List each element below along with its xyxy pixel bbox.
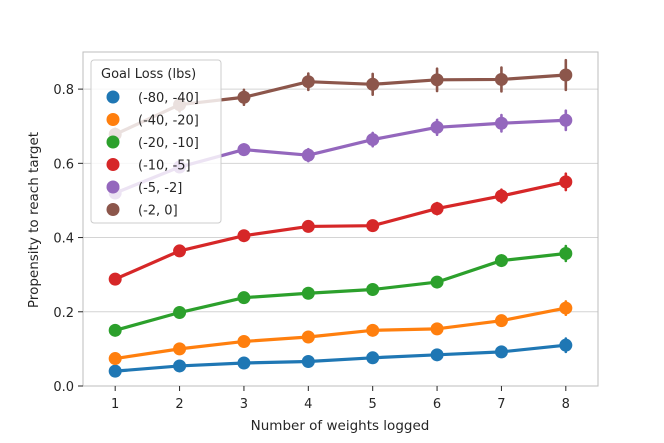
data-point: [430, 73, 444, 87]
data-point: [301, 355, 315, 369]
data-point: [366, 133, 380, 147]
data-point: [301, 148, 315, 162]
x-axis-label: Number of weights logged: [251, 418, 430, 434]
data-point: [559, 338, 573, 352]
legend-label: (-80, -40]: [138, 91, 199, 106]
x-tick-label: 5: [369, 397, 377, 412]
data-point: [366, 351, 380, 365]
x-tick-label: 2: [175, 397, 183, 412]
x-tick-label: 1: [111, 397, 119, 412]
legend-marker: [106, 113, 120, 126]
data-point: [430, 202, 444, 216]
data-point: [173, 342, 187, 356]
x-tick-label: 4: [304, 397, 312, 412]
legend-marker: [106, 180, 120, 194]
series-line: [115, 343, 566, 373]
plot-area-border: [82, 51, 599, 387]
y-tick-label: 0.4: [53, 232, 74, 247]
data-point: [108, 352, 122, 366]
series-1: [108, 300, 573, 366]
data-point: [494, 254, 508, 268]
data-point: [559, 113, 573, 127]
legend-marker: [106, 158, 120, 171]
series-2: [108, 244, 573, 337]
data-point: [494, 72, 508, 86]
y-tick-label: 0.0: [53, 380, 74, 395]
data-point: [494, 345, 508, 359]
legend-title: Goal Loss (lbs): [101, 67, 196, 82]
series-line: [114, 251, 566, 332]
legend-box: [90, 59, 222, 224]
legend: Goal Loss (lbs) (-80, -40] (-40, -20] (-20,…: [90, 59, 222, 224]
data-point: [559, 175, 573, 189]
data-point: [366, 283, 380, 297]
series-line: [114, 180, 567, 281]
data-point: [301, 286, 315, 300]
data-point: [366, 77, 380, 91]
data-point: [430, 348, 444, 362]
data-point: [366, 219, 380, 233]
data-point: [430, 275, 444, 289]
legend-marker: [106, 135, 120, 149]
data-point: [430, 120, 444, 134]
data-point: [108, 272, 122, 286]
y-tick-label: 0.2: [53, 306, 74, 321]
legend-label: (-10, -5]: [138, 159, 191, 174]
data-point: [301, 219, 315, 233]
data-point: [559, 68, 573, 82]
data-point: [237, 229, 251, 243]
data-point: [237, 291, 251, 305]
x-axis-ticks: 1 2 3 4 5 6 7 8: [111, 386, 570, 412]
x-tick-label: 6: [433, 397, 441, 412]
legend-label: (-5, -2]: [138, 181, 182, 196]
y-axis-ticks: 0.0 0.2 0.4 0.6 0.8: [53, 83, 83, 395]
data-point: [494, 314, 508, 328]
x-tick-label: 3: [240, 397, 248, 412]
data-point: [173, 306, 187, 320]
series-line: [114, 306, 567, 361]
data-point: [494, 189, 508, 203]
legend-label: (-40, -20]: [138, 114, 199, 129]
data-point: [173, 244, 187, 258]
data-point: [494, 116, 508, 130]
data-point: [108, 323, 122, 337]
x-tick-label: 7: [497, 397, 505, 412]
data-point: [559, 301, 573, 315]
legend-label: (-2, 0]: [138, 204, 178, 219]
data-point: [237, 143, 251, 157]
y-tick-label: 0.6: [53, 157, 74, 172]
legend-marker: [106, 203, 120, 216]
series-0: [108, 337, 573, 378]
legend-label: (-20, -10]: [138, 136, 199, 151]
data-point: [559, 247, 573, 261]
x-tick-label: 8: [562, 397, 570, 412]
y-tick-label: 0.8: [53, 83, 74, 98]
data-point: [366, 323, 380, 337]
data-point: [108, 364, 122, 378]
y-axis-label: Propensity to reach target: [26, 132, 42, 308]
data-point: [237, 90, 251, 104]
axes-frame: [82, 51, 599, 387]
data-point: [173, 359, 187, 373]
data-point: [237, 334, 251, 348]
data-point: [237, 356, 251, 370]
data-point: [301, 330, 315, 344]
data-point: [430, 322, 444, 336]
data-point: [301, 75, 315, 89]
series-3: [108, 172, 573, 286]
legend-marker: [106, 90, 120, 104]
